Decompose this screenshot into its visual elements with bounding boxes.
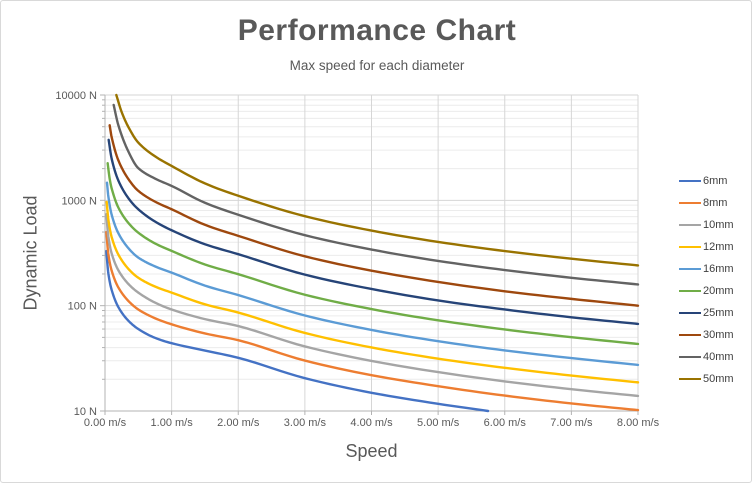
- series-line-6mm: [105, 249, 490, 413]
- legend-label: 8mm: [703, 196, 728, 209]
- legend-label: 50mm: [703, 372, 734, 385]
- series-line-12mm: [105, 200, 640, 384]
- legend-label: 16mm: [703, 262, 734, 275]
- legend-line-swatch: [679, 312, 701, 315]
- x-tick-label: 8.00 m/s: [617, 417, 660, 429]
- x-axis-title: Speed: [345, 441, 398, 461]
- y-tick-label: 10 N: [74, 406, 97, 418]
- x-tick-label: 1.00 m/s: [151, 417, 194, 429]
- major-gridlines: [105, 94, 639, 411]
- chart-title: Performance Chart: [237, 14, 517, 47]
- legend-label: 10mm: [703, 218, 734, 231]
- legend-item-12mm: 12mm: [679, 241, 734, 254]
- y-axis-title: Dynamic Load: [20, 195, 41, 311]
- legend-item-50mm: 50mm: [679, 373, 734, 386]
- legend-line-swatch: [679, 268, 701, 271]
- x-tick-label: 3.00 m/s: [284, 417, 327, 429]
- x-tick-label: 6.00 m/s: [484, 417, 527, 429]
- legend-line-swatch: [679, 180, 701, 183]
- legend-label: 30mm: [703, 328, 734, 341]
- series-line-16mm: [105, 181, 640, 367]
- legend-item-25mm: 25mm: [679, 307, 734, 320]
- legend-line-swatch: [679, 202, 701, 205]
- series-line-25mm: [107, 138, 640, 326]
- legend-line-swatch: [679, 290, 701, 293]
- x-tick-label: 5.00 m/s: [417, 417, 460, 429]
- legend-line-swatch: [679, 246, 701, 249]
- y-tick-label: 10000 N: [55, 90, 97, 102]
- series-line-8mm: [105, 230, 640, 412]
- y-tick-label: 100 N: [68, 301, 97, 313]
- legend-item-20mm: 20mm: [679, 285, 734, 298]
- series-line-20mm: [106, 162, 640, 346]
- chart-subtitle: Max speed for each diameter: [289, 58, 465, 73]
- series-line-40mm: [112, 103, 640, 286]
- tick-labels: 0.00 m/s 1.00 m/s 2.00 m/s 3.00 m/s 4.00 m/s…: [55, 90, 659, 429]
- x-tick-label: 7.00 m/s: [550, 417, 593, 429]
- legend-label: 20mm: [703, 284, 734, 297]
- x-tick-label: 4.00 m/s: [350, 417, 393, 429]
- legend-label: 25mm: [703, 306, 734, 319]
- legend-label: 12mm: [703, 240, 734, 253]
- series-line-30mm: [108, 124, 640, 307]
- series-line-10mm: [105, 213, 640, 398]
- legend-line-swatch: [679, 356, 701, 359]
- legend-line-swatch: [679, 224, 701, 227]
- legend-item-6mm: 6mm: [679, 175, 734, 188]
- legend-item-8mm: 8mm: [679, 197, 734, 210]
- legend: 6mm 8mm 10mm 12mm 16mm 20mm 25mm 30mm 40mm 50mm: [679, 175, 734, 386]
- x-tick-label: 0.00 m/s: [84, 417, 127, 429]
- legend-item-10mm: 10mm: [679, 219, 734, 232]
- x-tick-label: 2.00 m/s: [217, 417, 260, 429]
- series-line-50mm: [115, 93, 640, 267]
- legend-label: 6mm: [703, 174, 728, 187]
- legend-item-30mm: 30mm: [679, 329, 734, 342]
- series-lines: [105, 93, 640, 413]
- axes: [100, 94, 639, 415]
- legend-label: 40mm: [703, 350, 734, 363]
- legend-line-swatch: [679, 378, 701, 381]
- legend-item-40mm: 40mm: [679, 351, 734, 364]
- y-tick-label: 1000 N: [62, 195, 98, 207]
- legend-line-swatch: [679, 334, 701, 337]
- legend-item-16mm: 16mm: [679, 263, 734, 276]
